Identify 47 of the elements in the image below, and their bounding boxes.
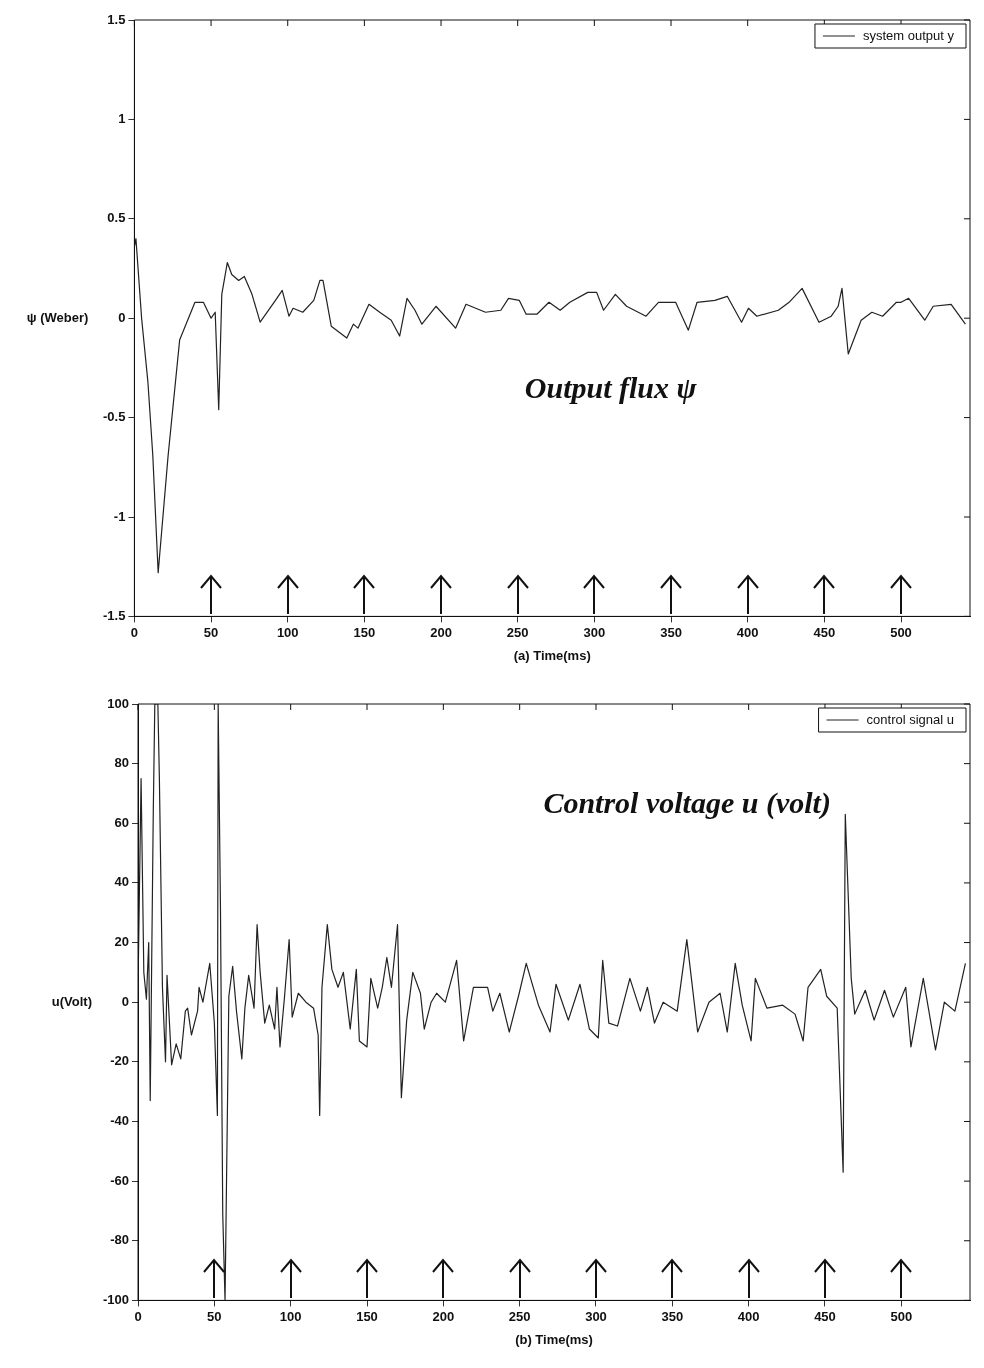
y-tick-label: -1.5 bbox=[102, 607, 126, 623]
y-tick-label: 80 bbox=[114, 755, 130, 771]
y-tick-label: 40 bbox=[114, 874, 130, 890]
y-tick-label: 60 bbox=[114, 814, 130, 830]
y-tick-label: -80 bbox=[110, 1232, 130, 1248]
x-tick-label: 100 bbox=[276, 624, 299, 640]
x-tick-label: 450 bbox=[814, 1308, 836, 1324]
x-tick-label: 500 bbox=[890, 1308, 913, 1324]
x-tick-label: 450 bbox=[813, 624, 836, 640]
y-tick-label: -1 bbox=[113, 508, 126, 524]
x-tick-label: 300 bbox=[583, 624, 606, 640]
y-tick-label: 0 bbox=[118, 309, 126, 325]
x-tick-label: 150 bbox=[353, 624, 376, 640]
y-tick-label: 0.5 bbox=[107, 210, 126, 226]
x-tick-label: 350 bbox=[660, 624, 682, 640]
x-tick-label: 500 bbox=[890, 624, 912, 640]
x-tick-label: 400 bbox=[736, 624, 759, 640]
y-axis-title: u(Volt) bbox=[51, 993, 93, 1009]
legend-label: system output y bbox=[862, 27, 955, 43]
y-tick-label: 0 bbox=[121, 993, 130, 1009]
x-tick-label: 0 bbox=[134, 1308, 142, 1324]
legend-label: control signal u bbox=[866, 711, 955, 727]
x-axis-title: (a) Time(ms) bbox=[513, 647, 591, 663]
x-tick-label: 250 bbox=[508, 1308, 531, 1324]
x-tick-label: 250 bbox=[506, 624, 529, 640]
y-tick-label: 1.5 bbox=[107, 11, 126, 27]
y-tick-label: -40 bbox=[110, 1113, 130, 1129]
x-tick-label: 400 bbox=[737, 1308, 760, 1324]
annotation: Control voltage u (volt) bbox=[543, 786, 831, 821]
y-tick-label: -100 bbox=[102, 1291, 130, 1307]
x-tick-label: 200 bbox=[430, 624, 452, 640]
x-tick-label: 50 bbox=[203, 624, 219, 640]
x-tick-label: 300 bbox=[585, 1308, 607, 1324]
y-tick-label: -60 bbox=[110, 1172, 130, 1188]
x-tick-label: 350 bbox=[661, 1308, 684, 1324]
y-tick-label: -0.5 bbox=[102, 409, 126, 425]
y-tick-label: 20 bbox=[114, 934, 130, 950]
y-tick-label: -20 bbox=[110, 1053, 130, 1069]
x-tick-label: 150 bbox=[356, 1308, 378, 1324]
x-tick-label: 200 bbox=[432, 1308, 455, 1324]
y-tick-label: 1 bbox=[118, 110, 126, 126]
annotation: Output flux ψ bbox=[524, 370, 698, 404]
x-tick-label: 100 bbox=[279, 1308, 302, 1324]
x-axis-title: (b) Time(ms) bbox=[515, 1331, 593, 1347]
y-tick-label: 100 bbox=[107, 695, 130, 711]
y-axis-title: ψ (Weber) bbox=[26, 309, 89, 325]
x-tick-label: 50 bbox=[207, 1308, 222, 1324]
